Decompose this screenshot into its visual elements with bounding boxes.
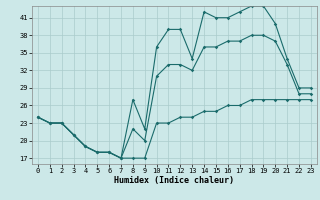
X-axis label: Humidex (Indice chaleur): Humidex (Indice chaleur) (115, 176, 234, 185)
